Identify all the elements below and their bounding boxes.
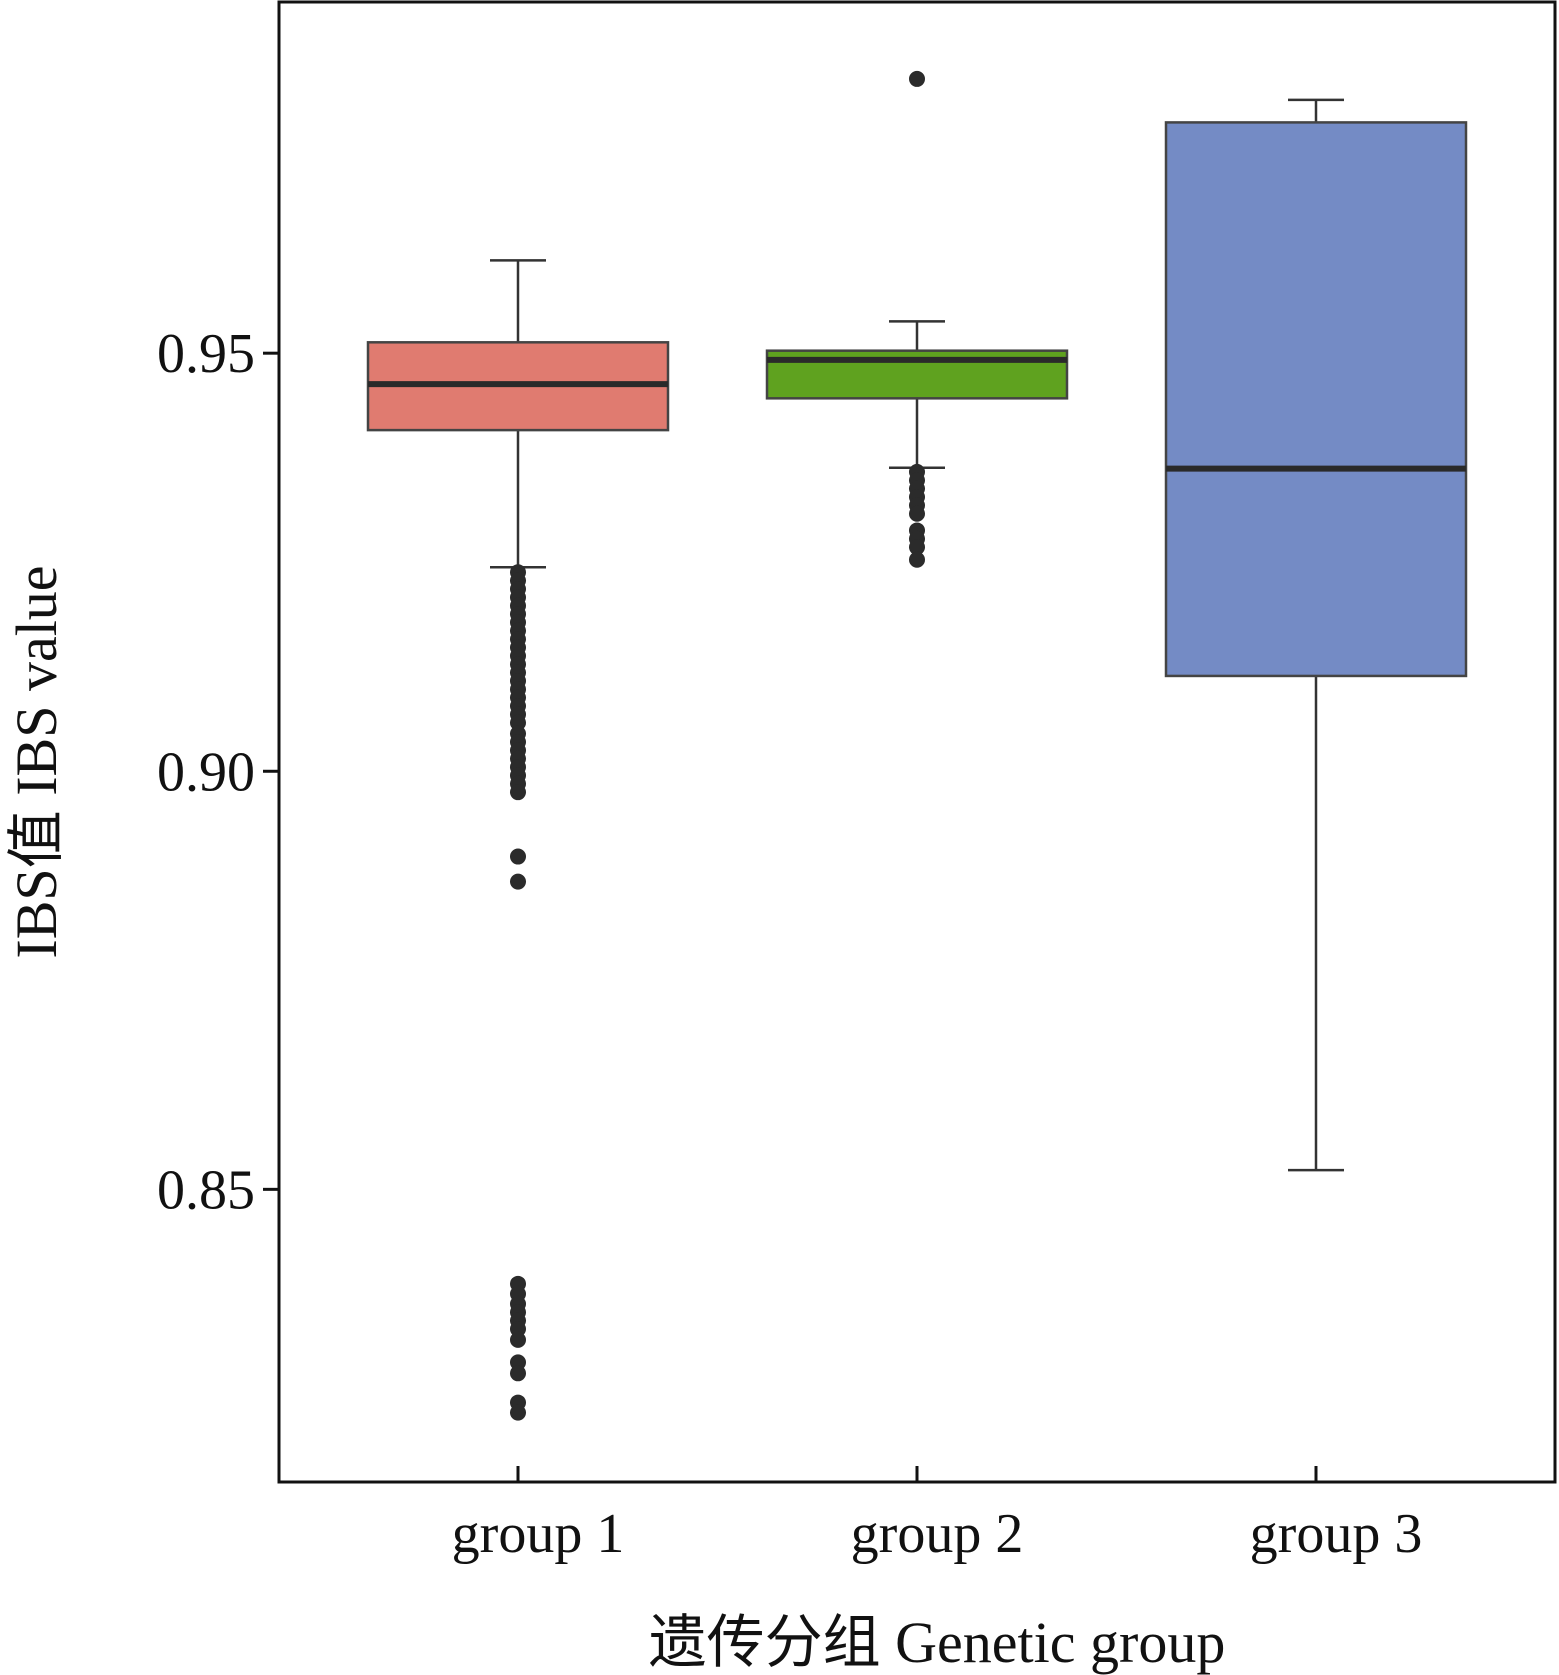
outlier-point xyxy=(909,551,925,568)
x-axis: group 1 group 2 group 3 xyxy=(452,1466,1423,1565)
box-group xyxy=(366,259,670,1421)
outlier-point xyxy=(510,873,526,890)
x-tick-label: group 1 xyxy=(452,1503,625,1565)
x-axis-title: 遗传分组 Genetic group xyxy=(649,1610,1226,1675)
y-axis: 0.85 0.90 0.95 xyxy=(157,323,279,1221)
outlier-point xyxy=(909,539,925,556)
x-tick-label: group 3 xyxy=(1250,1503,1423,1565)
box-series xyxy=(366,70,1468,1421)
outlier-point xyxy=(909,70,925,87)
box-group xyxy=(1164,98,1468,1172)
box-iqr xyxy=(1164,121,1468,678)
outlier-point xyxy=(510,1331,526,1348)
outlier-point xyxy=(510,1404,526,1421)
y-tick-label: 0.95 xyxy=(157,323,255,385)
outlier-point xyxy=(510,848,526,865)
y-tick-label: 0.85 xyxy=(157,1159,255,1221)
outlier-point xyxy=(510,784,526,801)
box-group xyxy=(765,70,1069,568)
y-axis-title: IBS值 IBS value xyxy=(4,565,69,958)
outlier-point xyxy=(510,1365,526,1382)
outlier-point xyxy=(909,505,925,522)
x-tick-label: group 2 xyxy=(851,1503,1024,1565)
y-tick-label: 0.90 xyxy=(157,741,255,803)
